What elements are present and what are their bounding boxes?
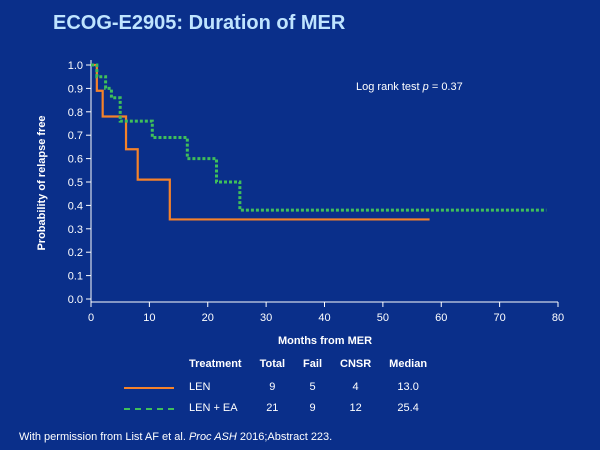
x-tick-label: 20 [202,312,214,324]
x-tick-label: 50 [377,312,389,324]
y-tick-label: 0.4 [68,200,83,212]
y-tick-label: 0.1 [68,271,83,283]
y-tick-label: 0.2 [68,247,83,259]
legend-fail-len-ea: 9 [309,402,316,414]
legend-median-len-ea: 25.4 [397,402,419,414]
legend-header-treatment: Treatment [189,358,242,370]
y-tick-label: 0.5 [68,177,83,189]
legend-fail-len: 5 [309,381,316,393]
legend-median-len: 13.0 [397,381,419,393]
x-tick-label: 40 [318,312,330,324]
legend-row-len-ea: LEN + EA 21 9 12 25.4 [118,398,436,419]
x-tick-label: 80 [552,312,564,324]
legend-header-fail: Fail [303,358,322,370]
legend-table: Treatment Total Fail CNSR Median LEN 9 5… [118,357,436,419]
x-axis-label: Months from MER [278,335,372,347]
legend-header-row: Treatment Total Fail CNSR Median [118,357,436,377]
x-tick-label: 0 [88,312,94,324]
y-tick-label: 0.6 [68,154,83,166]
y-axis-label: Probability of relapse free [36,115,48,250]
legend-row-len: LEN 9 5 4 13.0 [118,377,436,398]
y-tick-label: 0.8 [68,107,83,119]
legend-total-len-ea: 21 [266,402,279,414]
series-layer [91,63,547,221]
legend-total-len: 9 [269,381,276,393]
legend-header-median: Median [389,358,428,370]
legend-name-len: LEN [189,381,211,393]
x-tick-label: 30 [260,312,272,324]
legend-header-cnsr: CNSR [340,358,372,370]
x-tick-label: 60 [435,312,447,324]
y-tick-label: 0.9 [68,83,83,95]
y-tick-label: 0.0 [68,294,83,306]
series-line-len-ea [91,63,547,212]
y-tick-label: 0.3 [68,224,83,236]
y-tick-label: 0.7 [68,130,83,142]
legend-header-swatch [118,357,180,377]
legend-swatch-len [118,377,180,398]
legend-cnsr-len-ea: 12 [349,402,362,414]
y-tick-label: 1.0 [68,60,83,72]
legend-name-len-ea: LEN + EA [189,402,238,414]
y-axis-ticks: 0.0 0.1 0.2 0.3 0.4 0.5 0.6 0.7 0.8 0.9 1.0 [68,60,91,306]
x-tick-label: 10 [143,312,155,324]
legend-cnsr-len: 4 [352,381,359,393]
citation: With permission from List AF et al. Proc… [19,431,333,443]
legend-header-total: Total [259,358,286,370]
log-rank-annotation: Log rank test p = 0.37 [356,81,463,93]
x-axis-ticks: 0 10 20 30 40 50 60 70 80 [88,302,564,324]
chart-title: ECOG-E2905: Duration of MER [53,12,346,34]
x-tick-label: 70 [494,312,506,324]
legend-swatch-len-ea [118,398,180,419]
